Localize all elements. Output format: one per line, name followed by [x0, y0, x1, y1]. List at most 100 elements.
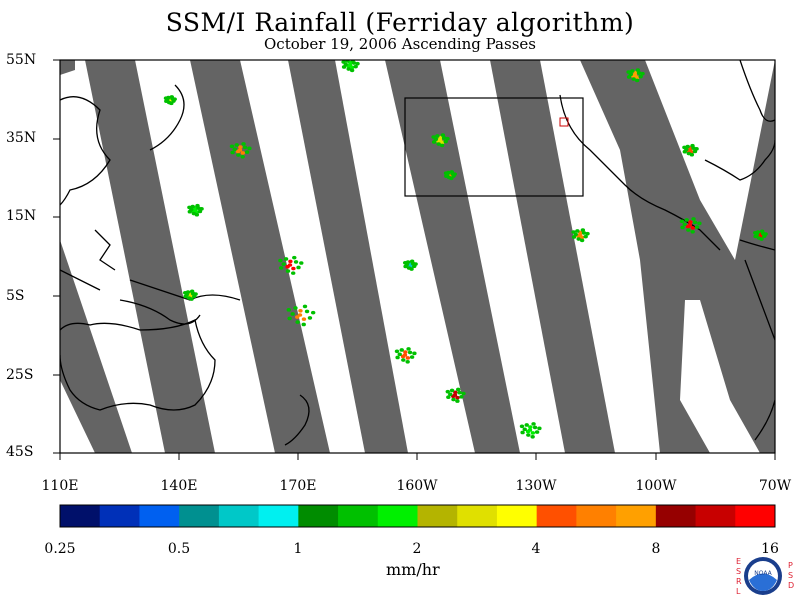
rain-patches	[163, 60, 768, 439]
rain-cell	[532, 425, 538, 430]
colorbar-swatch	[576, 505, 617, 527]
rain-cell	[461, 391, 466, 396]
colorbar-swatch	[536, 505, 577, 527]
rain-cell	[763, 232, 768, 236]
rain-cell	[682, 145, 687, 150]
rain-cell	[446, 395, 451, 400]
rain-cell	[531, 422, 536, 426]
colorbar-swatch	[457, 505, 498, 527]
colorbar-swatch	[60, 505, 101, 527]
rain-cell	[169, 101, 174, 106]
rain-cell	[448, 392, 453, 397]
rain-cell	[296, 265, 301, 270]
rain-cell	[451, 397, 456, 402]
rain-cell	[242, 145, 248, 150]
rain-cell	[530, 434, 535, 439]
rain-cell	[301, 317, 307, 321]
rain-cell	[351, 61, 357, 65]
rain-cell	[290, 312, 295, 316]
rain-cell	[402, 260, 408, 265]
lon-label-130w: 130W	[515, 478, 557, 494]
rain-cell	[407, 350, 413, 355]
rain-cell	[293, 306, 298, 310]
rain-cell	[443, 171, 449, 175]
rain-cell	[580, 228, 586, 232]
rain-cell	[187, 205, 192, 210]
rain-cell	[194, 212, 200, 217]
rain-cell	[240, 154, 245, 159]
rain-cell	[580, 235, 585, 240]
rain-cell	[686, 228, 691, 232]
rain-cell	[455, 399, 460, 403]
rain-cell	[346, 67, 351, 71]
rain-cell	[445, 389, 450, 394]
rain-cell	[685, 224, 691, 229]
rain-cell	[452, 172, 457, 176]
rain-cell	[299, 261, 304, 265]
rain-cell	[680, 225, 685, 230]
rain-cell	[525, 429, 531, 434]
colorbar-swatch	[616, 505, 657, 527]
rain-cell	[431, 135, 436, 139]
rain-cell	[435, 134, 440, 138]
rain-cell	[449, 388, 455, 393]
rain-cell	[403, 350, 408, 354]
rain-cell	[436, 142, 441, 146]
colorbar-tick-label: 1	[293, 541, 303, 557]
colorbar	[59, 504, 776, 528]
rain-cell	[688, 220, 693, 224]
rain-cell	[401, 358, 406, 362]
rain-cell	[164, 99, 169, 104]
rain-cell	[528, 425, 533, 429]
colorbar-swatch	[258, 505, 299, 527]
rain-cell	[341, 60, 346, 64]
rain-cell	[295, 315, 300, 319]
rain-cell	[571, 230, 576, 234]
rain-cell	[581, 231, 587, 235]
rain-cell	[278, 266, 284, 270]
rain-cell	[232, 147, 237, 152]
rain-cell	[520, 430, 525, 435]
lon-label-140e: 140E	[160, 478, 198, 494]
rain-cell	[229, 144, 235, 149]
rain-cell	[571, 235, 577, 239]
rain-cell	[689, 152, 695, 157]
rain-cell	[394, 349, 400, 354]
rain-cell	[583, 234, 588, 239]
lat-label-45s: 45S	[6, 444, 34, 460]
rain-cell	[694, 147, 699, 151]
colorbar-swatch	[139, 505, 180, 527]
rain-cell	[631, 77, 636, 81]
rain-cell	[304, 309, 310, 314]
rain-cell	[302, 304, 308, 309]
rain-cell	[694, 225, 700, 229]
rain-cell	[244, 150, 250, 154]
rain-cell	[345, 60, 350, 63]
colorbar-swatch	[695, 505, 736, 527]
rain-cell	[441, 136, 447, 140]
rain-cell	[295, 320, 300, 324]
rain-cell	[281, 262, 286, 266]
rain-cell	[752, 230, 758, 235]
lat-label-55n: 55N	[6, 52, 37, 68]
rain-cell	[635, 68, 641, 72]
rain-cell	[199, 207, 204, 211]
rain-cell	[449, 176, 454, 181]
rain-cell	[292, 255, 297, 260]
rain-cell	[285, 269, 291, 273]
rain-cell	[690, 226, 696, 230]
rain-cell	[241, 142, 246, 146]
swath-gaps	[60, 60, 775, 453]
colorbar-tick-label: 0.5	[167, 541, 191, 557]
rain-cell	[234, 143, 239, 147]
rain-cell	[682, 149, 688, 154]
rain-cell	[247, 146, 252, 151]
rain-cell	[193, 292, 198, 296]
rain-cell	[400, 354, 406, 359]
rain-cell	[189, 297, 194, 301]
rain-cell	[526, 433, 531, 437]
rain-cell	[397, 352, 402, 357]
rain-cell	[395, 355, 400, 360]
